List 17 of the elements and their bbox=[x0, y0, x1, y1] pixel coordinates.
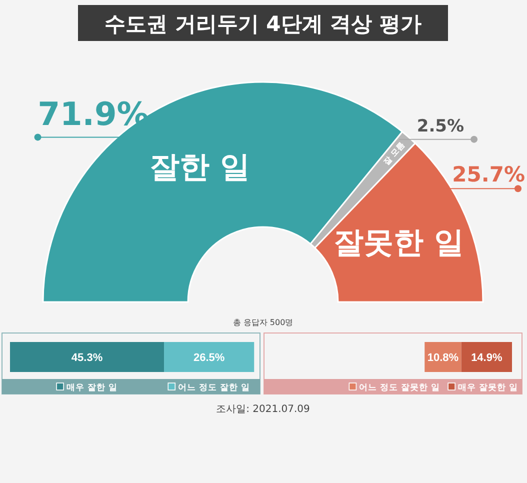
text: 조사일: 2021.07.09 bbox=[216, 404, 310, 415]
data-label: 71.9% bbox=[38, 95, 149, 134]
data-label: 14.9% bbox=[471, 352, 502, 364]
data-label: 2.5% bbox=[416, 116, 464, 136]
series-label: 매우 잘한 일 bbox=[66, 383, 118, 393]
chart-title: 수도권 거리두기 4단계 격상 평가 bbox=[104, 12, 422, 36]
text: 총 응답자 500명 bbox=[232, 318, 294, 327]
slice-label: 잘못한 일 bbox=[333, 225, 464, 260]
data-label: 25.7% bbox=[452, 162, 525, 187]
series-label: 매우 잘못한 일 bbox=[458, 383, 518, 393]
data-label: 26.5% bbox=[193, 352, 225, 364]
legend-label: 어느 정도 잘못한 일 bbox=[359, 383, 440, 393]
slice-label: 잘 모름 bbox=[382, 140, 406, 167]
slice-label: 잘한 일 bbox=[150, 150, 250, 185]
legend-label: 어느 정도 잘한 일 bbox=[178, 383, 250, 393]
data-label: 10.8% bbox=[427, 352, 459, 364]
data-label: 45.3% bbox=[71, 352, 103, 364]
